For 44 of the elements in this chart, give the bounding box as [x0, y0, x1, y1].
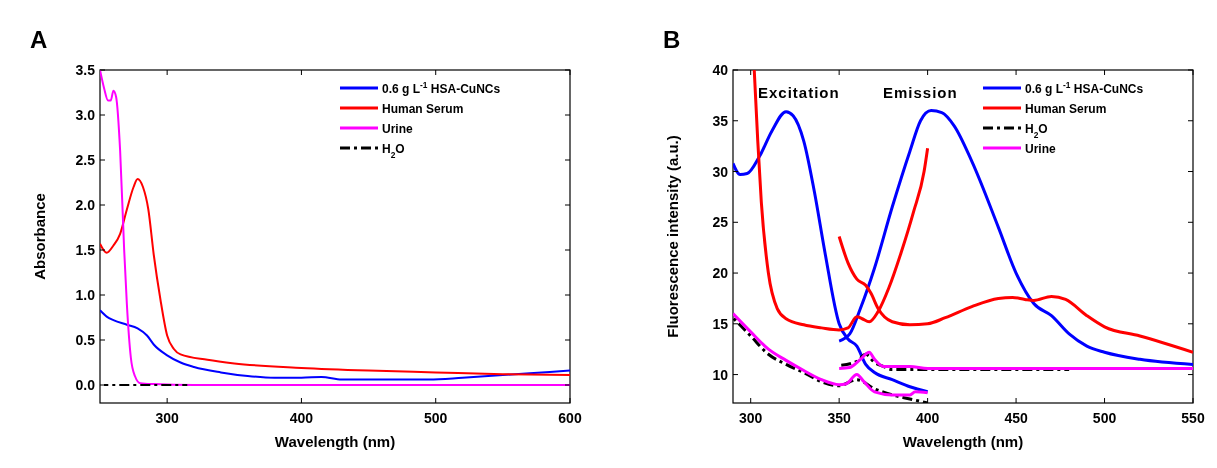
- y-tick-label: 3.5: [75, 62, 96, 78]
- y-axis-title: Fluorescence intensity (a.u.): [664, 135, 681, 338]
- legend-label: 0.6 g L$^{-1}$ HSA-CuNCs: [1025, 80, 1144, 96]
- x-tick-label: 300: [739, 410, 763, 426]
- y-tick-label: 0.5: [75, 332, 96, 348]
- y-tick-label: 40: [712, 62, 729, 78]
- x-tick-label: 400: [915, 410, 940, 426]
- legend-label: H$_{2}$O: [1025, 122, 1048, 140]
- legend-label: Urine: [382, 122, 413, 136]
- chart-title: B: [663, 26, 681, 53]
- legend-label: Human Serum: [1025, 102, 1107, 116]
- x-tick-label: 500: [1092, 410, 1117, 426]
- y-tick-label: 35: [712, 112, 729, 129]
- x-axis-title: Wavelength (nm): [902, 433, 1024, 450]
- y-tick-label: 0.0: [75, 377, 96, 393]
- annotation: Excitation: [758, 84, 840, 101]
- y-tick-label: 2.5: [75, 152, 96, 168]
- x-axis-title: Wavelength (nm): [274, 433, 396, 450]
- y-tick-label: 25: [712, 214, 729, 231]
- y-tick-label: 10: [712, 366, 729, 383]
- line-series: [100, 309, 570, 381]
- x-tick-label: 500: [424, 410, 448, 426]
- legend-label: 0.6 g L$^{-1}$ HSA-CuNCs: [382, 80, 501, 96]
- y-tick-label: 20: [712, 265, 729, 282]
- y-tick-label: 30: [712, 163, 729, 180]
- annotation: Emission: [883, 84, 958, 101]
- y-axis-title: Absorbance: [31, 193, 48, 280]
- y-tick-label: 3.0: [75, 107, 96, 123]
- line-series: [100, 177, 570, 377]
- line-series: [837, 350, 1193, 370]
- x-tick-label: 400: [289, 410, 314, 426]
- y-tick-label: 15: [712, 315, 729, 332]
- x-tick-label: 550: [1181, 410, 1205, 426]
- y-tick-label: 2.0: [75, 197, 96, 213]
- x-tick-label: 300: [155, 410, 180, 426]
- legend-label: Human Serum: [382, 102, 464, 116]
- x-tick-label: 350: [827, 410, 852, 426]
- y-tick-label: 1.0: [75, 287, 96, 303]
- legend-label: Urine: [1025, 142, 1056, 156]
- y-tick-label: 1.5: [75, 242, 96, 258]
- chart-title: A: [30, 26, 48, 53]
- x-tick-label: 600: [558, 410, 582, 426]
- x-tick-label: 450: [1004, 410, 1028, 426]
- legend-label: H$_{2}$O: [382, 142, 405, 160]
